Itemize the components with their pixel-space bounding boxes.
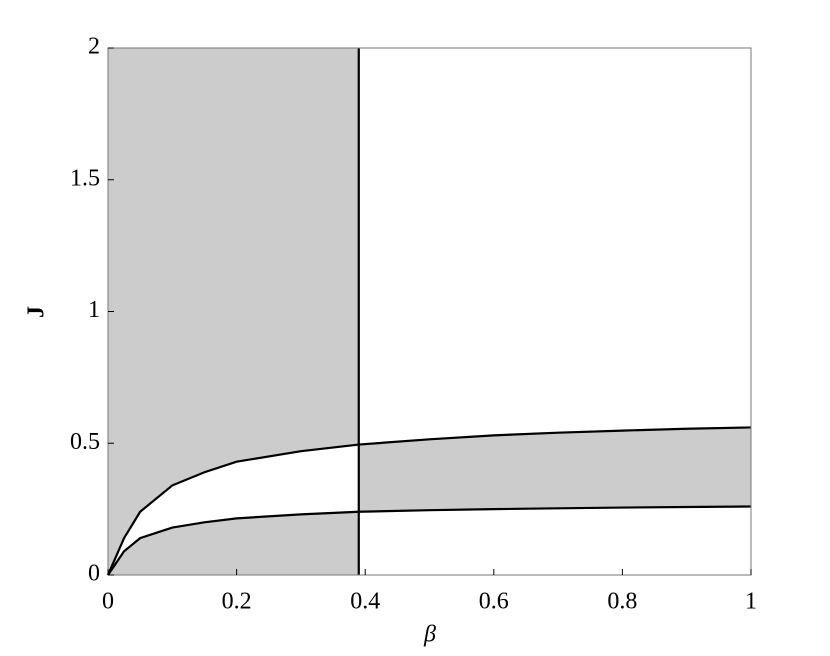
curve	[106, 426, 752, 576]
unshaded-band	[108, 444, 359, 575]
x-tick-label: 0.2	[222, 589, 252, 615]
x-tick-label: 0.8	[607, 589, 637, 615]
y-tick-label: 2	[88, 34, 100, 60]
y-tick-label: 1.5	[70, 165, 100, 191]
shaded-band	[358, 427, 751, 512]
y-tick-label: 1	[88, 297, 100, 323]
x-axis-label: β	[423, 622, 436, 648]
x-tick-label: 0	[102, 589, 114, 615]
curve	[107, 505, 752, 576]
x-tick-label: 0.4	[350, 589, 380, 615]
y-axis-label: J	[24, 306, 50, 318]
x-tick-label: 0.6	[479, 589, 509, 615]
y-tick-label: 0.5	[70, 429, 100, 455]
y-tick-label: 0	[88, 561, 100, 587]
x-tick-label: 1	[745, 589, 757, 615]
